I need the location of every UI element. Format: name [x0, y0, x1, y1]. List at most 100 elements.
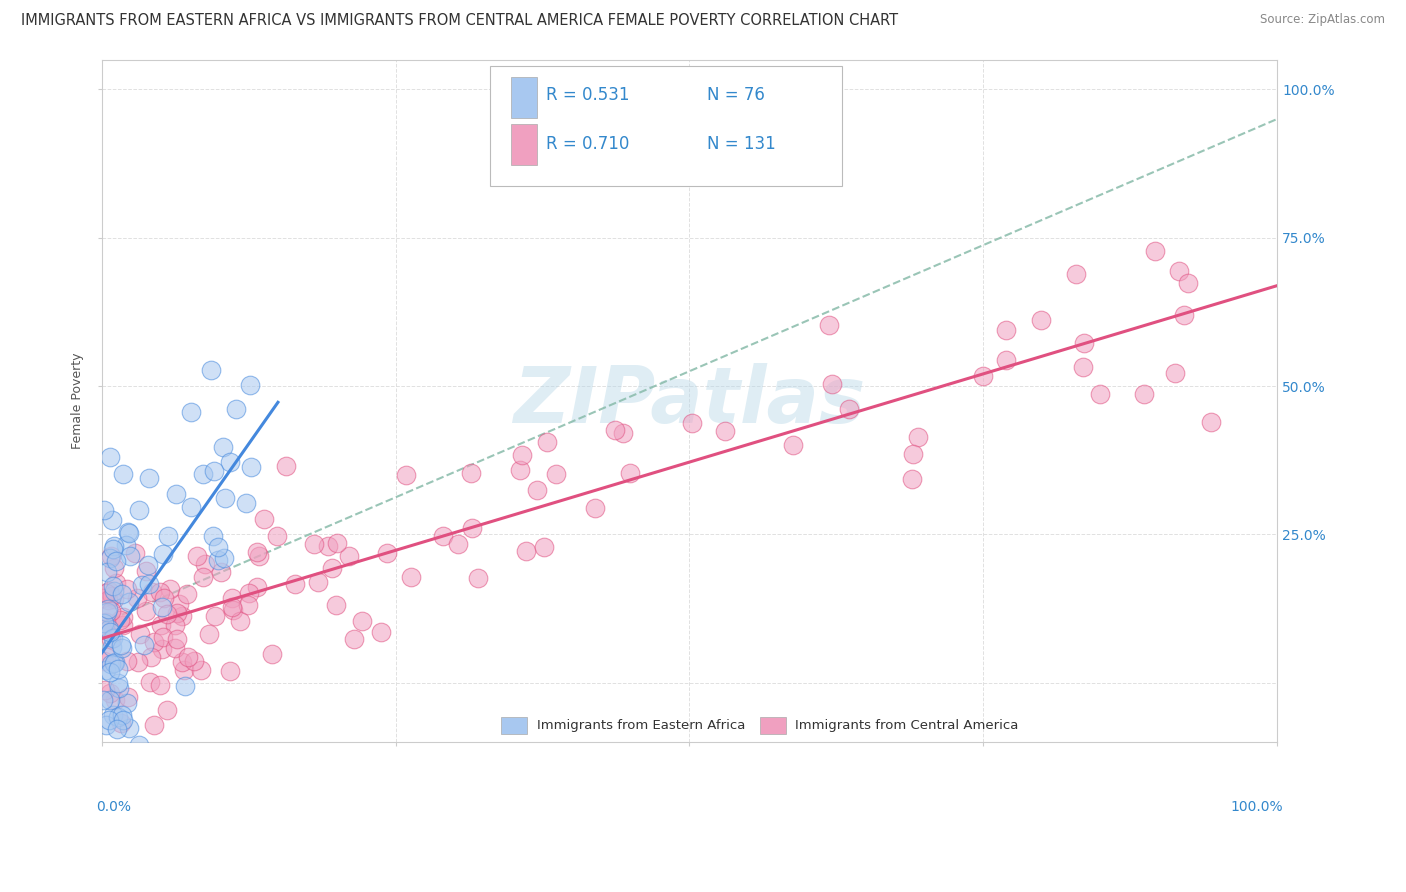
Point — [204, 609, 226, 624]
Point — [395, 468, 418, 483]
Point — [821, 376, 844, 391]
FancyBboxPatch shape — [510, 125, 537, 165]
Point — [91, 622, 114, 636]
FancyBboxPatch shape — [510, 77, 537, 118]
Point — [321, 560, 343, 574]
Point — [166, 607, 188, 621]
Point — [100, 632, 122, 646]
Point — [96, 586, 118, 600]
Point — [198, 627, 221, 641]
Point — [399, 570, 422, 584]
Point — [238, 586, 260, 600]
Point — [101, 640, 124, 655]
Point — [235, 496, 257, 510]
Point — [141, 585, 163, 599]
Point — [129, 627, 152, 641]
Point — [100, 549, 122, 563]
Point — [149, 678, 172, 692]
Point — [818, 318, 841, 332]
Point — [681, 416, 703, 430]
Text: ZIPatlas: ZIPatlas — [513, 363, 866, 439]
Point — [105, 747, 128, 761]
Point — [536, 435, 558, 450]
Point — [98, 665, 121, 680]
Point — [239, 378, 262, 392]
Point — [100, 625, 122, 640]
Point — [325, 598, 347, 612]
Point — [91, 591, 114, 605]
Point — [98, 583, 121, 598]
Point — [105, 747, 128, 761]
Point — [100, 693, 122, 707]
Point — [166, 632, 188, 647]
Point — [1168, 263, 1191, 277]
Point — [103, 632, 125, 646]
Point — [782, 438, 804, 452]
Point — [1163, 367, 1185, 381]
Point — [515, 543, 537, 558]
Point — [94, 717, 117, 731]
Point — [107, 662, 129, 676]
Point — [165, 487, 187, 501]
Point — [93, 747, 115, 761]
Text: 100.0%: 100.0% — [1230, 800, 1284, 814]
Text: 0.0%: 0.0% — [96, 800, 131, 814]
Point — [117, 690, 139, 704]
Point — [111, 714, 134, 728]
Point — [118, 549, 141, 563]
Point — [225, 402, 247, 417]
Point — [152, 547, 174, 561]
Point — [183, 655, 205, 669]
Point — [101, 513, 124, 527]
Point — [110, 716, 132, 731]
Text: R = 0.710: R = 0.710 — [546, 135, 630, 153]
Point — [260, 647, 283, 661]
Point — [93, 683, 115, 698]
Point — [135, 565, 157, 579]
Point — [510, 449, 533, 463]
Point — [103, 591, 125, 606]
Point — [93, 502, 115, 516]
Point — [994, 323, 1017, 337]
Point — [180, 500, 202, 514]
Point — [115, 537, 138, 551]
Point — [107, 681, 129, 696]
Point — [219, 455, 242, 469]
Point — [103, 693, 125, 707]
Point — [228, 614, 250, 628]
Point — [142, 718, 165, 732]
Point — [460, 466, 482, 480]
Point — [461, 521, 484, 535]
Point — [236, 598, 259, 612]
Point — [149, 585, 172, 599]
Point — [101, 589, 124, 603]
Point — [170, 608, 193, 623]
Point — [115, 654, 138, 668]
Point — [138, 674, 160, 689]
Point — [838, 401, 860, 416]
Point — [266, 529, 288, 543]
Point — [274, 459, 297, 474]
Point — [1133, 386, 1156, 401]
Text: Immigrants from Eastern Africa: Immigrants from Eastern Africa — [537, 719, 745, 732]
Point — [103, 707, 125, 722]
Point — [98, 686, 121, 700]
Point — [246, 545, 269, 559]
Point — [219, 665, 242, 679]
Point — [526, 483, 548, 497]
Point — [94, 663, 117, 677]
Point — [111, 586, 134, 600]
FancyBboxPatch shape — [761, 717, 786, 734]
Point — [98, 450, 121, 464]
Point — [174, 679, 197, 693]
Point — [100, 604, 122, 618]
Point — [93, 616, 115, 631]
Point — [370, 624, 392, 639]
Point — [165, 617, 187, 632]
Point — [96, 615, 118, 629]
Point — [128, 738, 150, 752]
Text: N = 131: N = 131 — [707, 135, 776, 153]
Point — [214, 491, 236, 505]
Point — [212, 440, 235, 454]
Point — [1173, 308, 1195, 322]
